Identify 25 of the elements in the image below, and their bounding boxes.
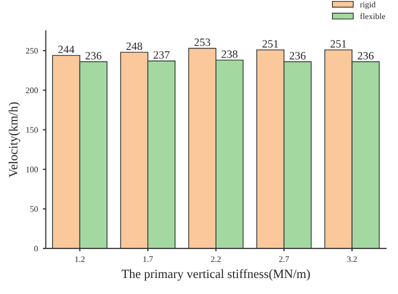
y-tick-label: 0 [34, 246, 38, 252]
y-tick-label: 150 [26, 127, 38, 133]
data-label: 236 [86, 52, 102, 60]
legend-label: flexible [360, 13, 386, 20]
x-tick-label: 2.2 [211, 256, 221, 262]
x-axis-title: The primary vertical stiffness(MN/m) [122, 269, 310, 281]
x-tick-label: 3.2 [347, 256, 357, 262]
x-tick-label: 1.2 [75, 256, 85, 262]
data-label: 236 [358, 52, 374, 60]
x-tick-label: 1.7 [143, 256, 153, 262]
data-label: 251 [262, 40, 278, 48]
y-tick-label: 100 [26, 166, 38, 172]
data-label: 236 [290, 52, 306, 60]
data-label: 248 [126, 42, 142, 50]
x-tick-label: 2.7 [279, 256, 289, 262]
y-tick-label: 50 [30, 206, 38, 212]
data-label: 244 [58, 46, 74, 54]
y-axis-title: Velocity(km/h) [8, 102, 20, 178]
data-label: 251 [330, 40, 346, 48]
y-tick-label: 200 [26, 88, 38, 94]
data-label: 238 [222, 50, 238, 58]
data-label: 253 [194, 38, 210, 46]
y-tick-label: 250 [26, 48, 38, 54]
legend-label: rigid [360, 1, 376, 10]
data-label: 237 [154, 51, 170, 59]
